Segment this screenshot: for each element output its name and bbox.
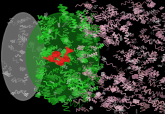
- Ellipse shape: [63, 57, 69, 61]
- Ellipse shape: [67, 50, 71, 53]
- Ellipse shape: [59, 62, 64, 66]
- Ellipse shape: [2, 14, 45, 100]
- Ellipse shape: [26, 14, 99, 100]
- Ellipse shape: [49, 59, 53, 62]
- Ellipse shape: [52, 52, 60, 57]
